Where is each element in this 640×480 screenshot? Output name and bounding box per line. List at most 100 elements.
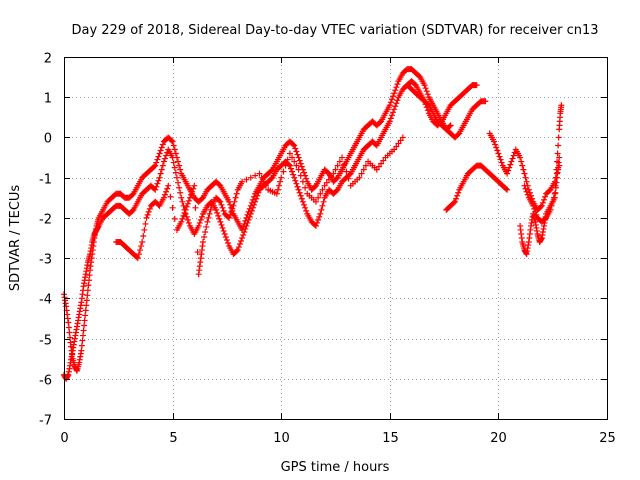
data-point [421,98,428,105]
data-point [291,142,298,149]
data-point [173,174,180,181]
data-point [294,151,301,158]
data-point [139,239,146,246]
data-point [319,202,326,209]
data-point [333,187,340,194]
data-point [295,186,302,193]
data-point [318,206,325,213]
data-point [151,163,158,170]
data-point [296,189,303,196]
data-point [542,193,549,200]
data-point [129,207,136,214]
data-point [243,222,250,229]
data-point [141,226,148,233]
data-point [292,177,299,184]
data-point [447,122,454,129]
data-point [395,140,402,147]
data-point [333,175,340,182]
data-point [221,230,228,237]
data-point [82,312,89,319]
data-point [553,166,560,173]
data-point [542,215,549,222]
data-point [531,205,538,212]
data-point [491,138,498,145]
data-point [81,322,88,329]
axis-ticks [64,57,608,420]
data-point [159,162,166,169]
data-point [217,218,224,225]
data-point [80,327,87,334]
data-point [556,154,563,161]
data-point [234,247,241,254]
data-point [539,199,546,206]
data-point [160,158,167,165]
data-point [316,213,323,220]
data-point [260,178,267,185]
x-tick-label: 10 [273,431,290,446]
data-point [291,174,298,181]
data-point [446,123,453,130]
data-point [541,196,548,203]
y-tick-label: -5 [39,334,52,349]
data-point [356,174,363,181]
data-point [216,215,223,222]
data-point [238,238,245,245]
y-tick-label: -7 [39,414,52,429]
data-point [301,169,308,176]
y-tick-label: -2 [39,213,52,228]
data-point [249,204,256,211]
data-point [198,195,205,202]
data-point [508,158,515,165]
data-point [297,192,304,199]
data-point [296,157,303,164]
data-point [142,220,149,227]
series-track-d [404,78,480,129]
data-point [555,142,562,149]
data-point [78,347,85,354]
data-point [332,166,339,173]
data-point [325,176,332,183]
data-point [315,216,322,223]
data-point [388,112,395,119]
data-point [280,168,287,175]
data-point [252,172,259,179]
data-point [229,205,236,212]
data-point [299,198,306,205]
data-point [386,102,393,109]
data-point [397,137,404,144]
data-point [204,218,211,225]
data-point [179,198,186,205]
x-tick-label: 20 [490,431,507,446]
data-point [554,150,561,157]
data-point [177,166,184,173]
data-point [215,212,222,219]
data-point [503,185,510,192]
data-point [554,158,561,165]
data-point [164,185,171,192]
data-point [555,134,562,141]
data-point [521,170,528,177]
grid [64,57,607,419]
data-point [251,201,258,208]
data-point [202,228,209,235]
data-point [171,164,178,171]
data-point [240,231,247,238]
data-point [176,162,183,169]
data-point [549,198,556,205]
data-point [216,181,223,188]
data-point [189,188,196,195]
y-axis-label: SDTVAR / TECUs [8,185,23,292]
y-tick-label: 0 [44,132,52,147]
data-point [552,174,559,181]
data-point [323,179,330,186]
data-point [291,158,298,165]
data-point [165,182,172,189]
data-point [158,166,165,173]
data-point [334,162,341,169]
data-point [546,187,553,194]
data-point [378,160,385,167]
data-point [203,223,210,230]
data-point [504,170,511,177]
data-point [533,211,540,218]
